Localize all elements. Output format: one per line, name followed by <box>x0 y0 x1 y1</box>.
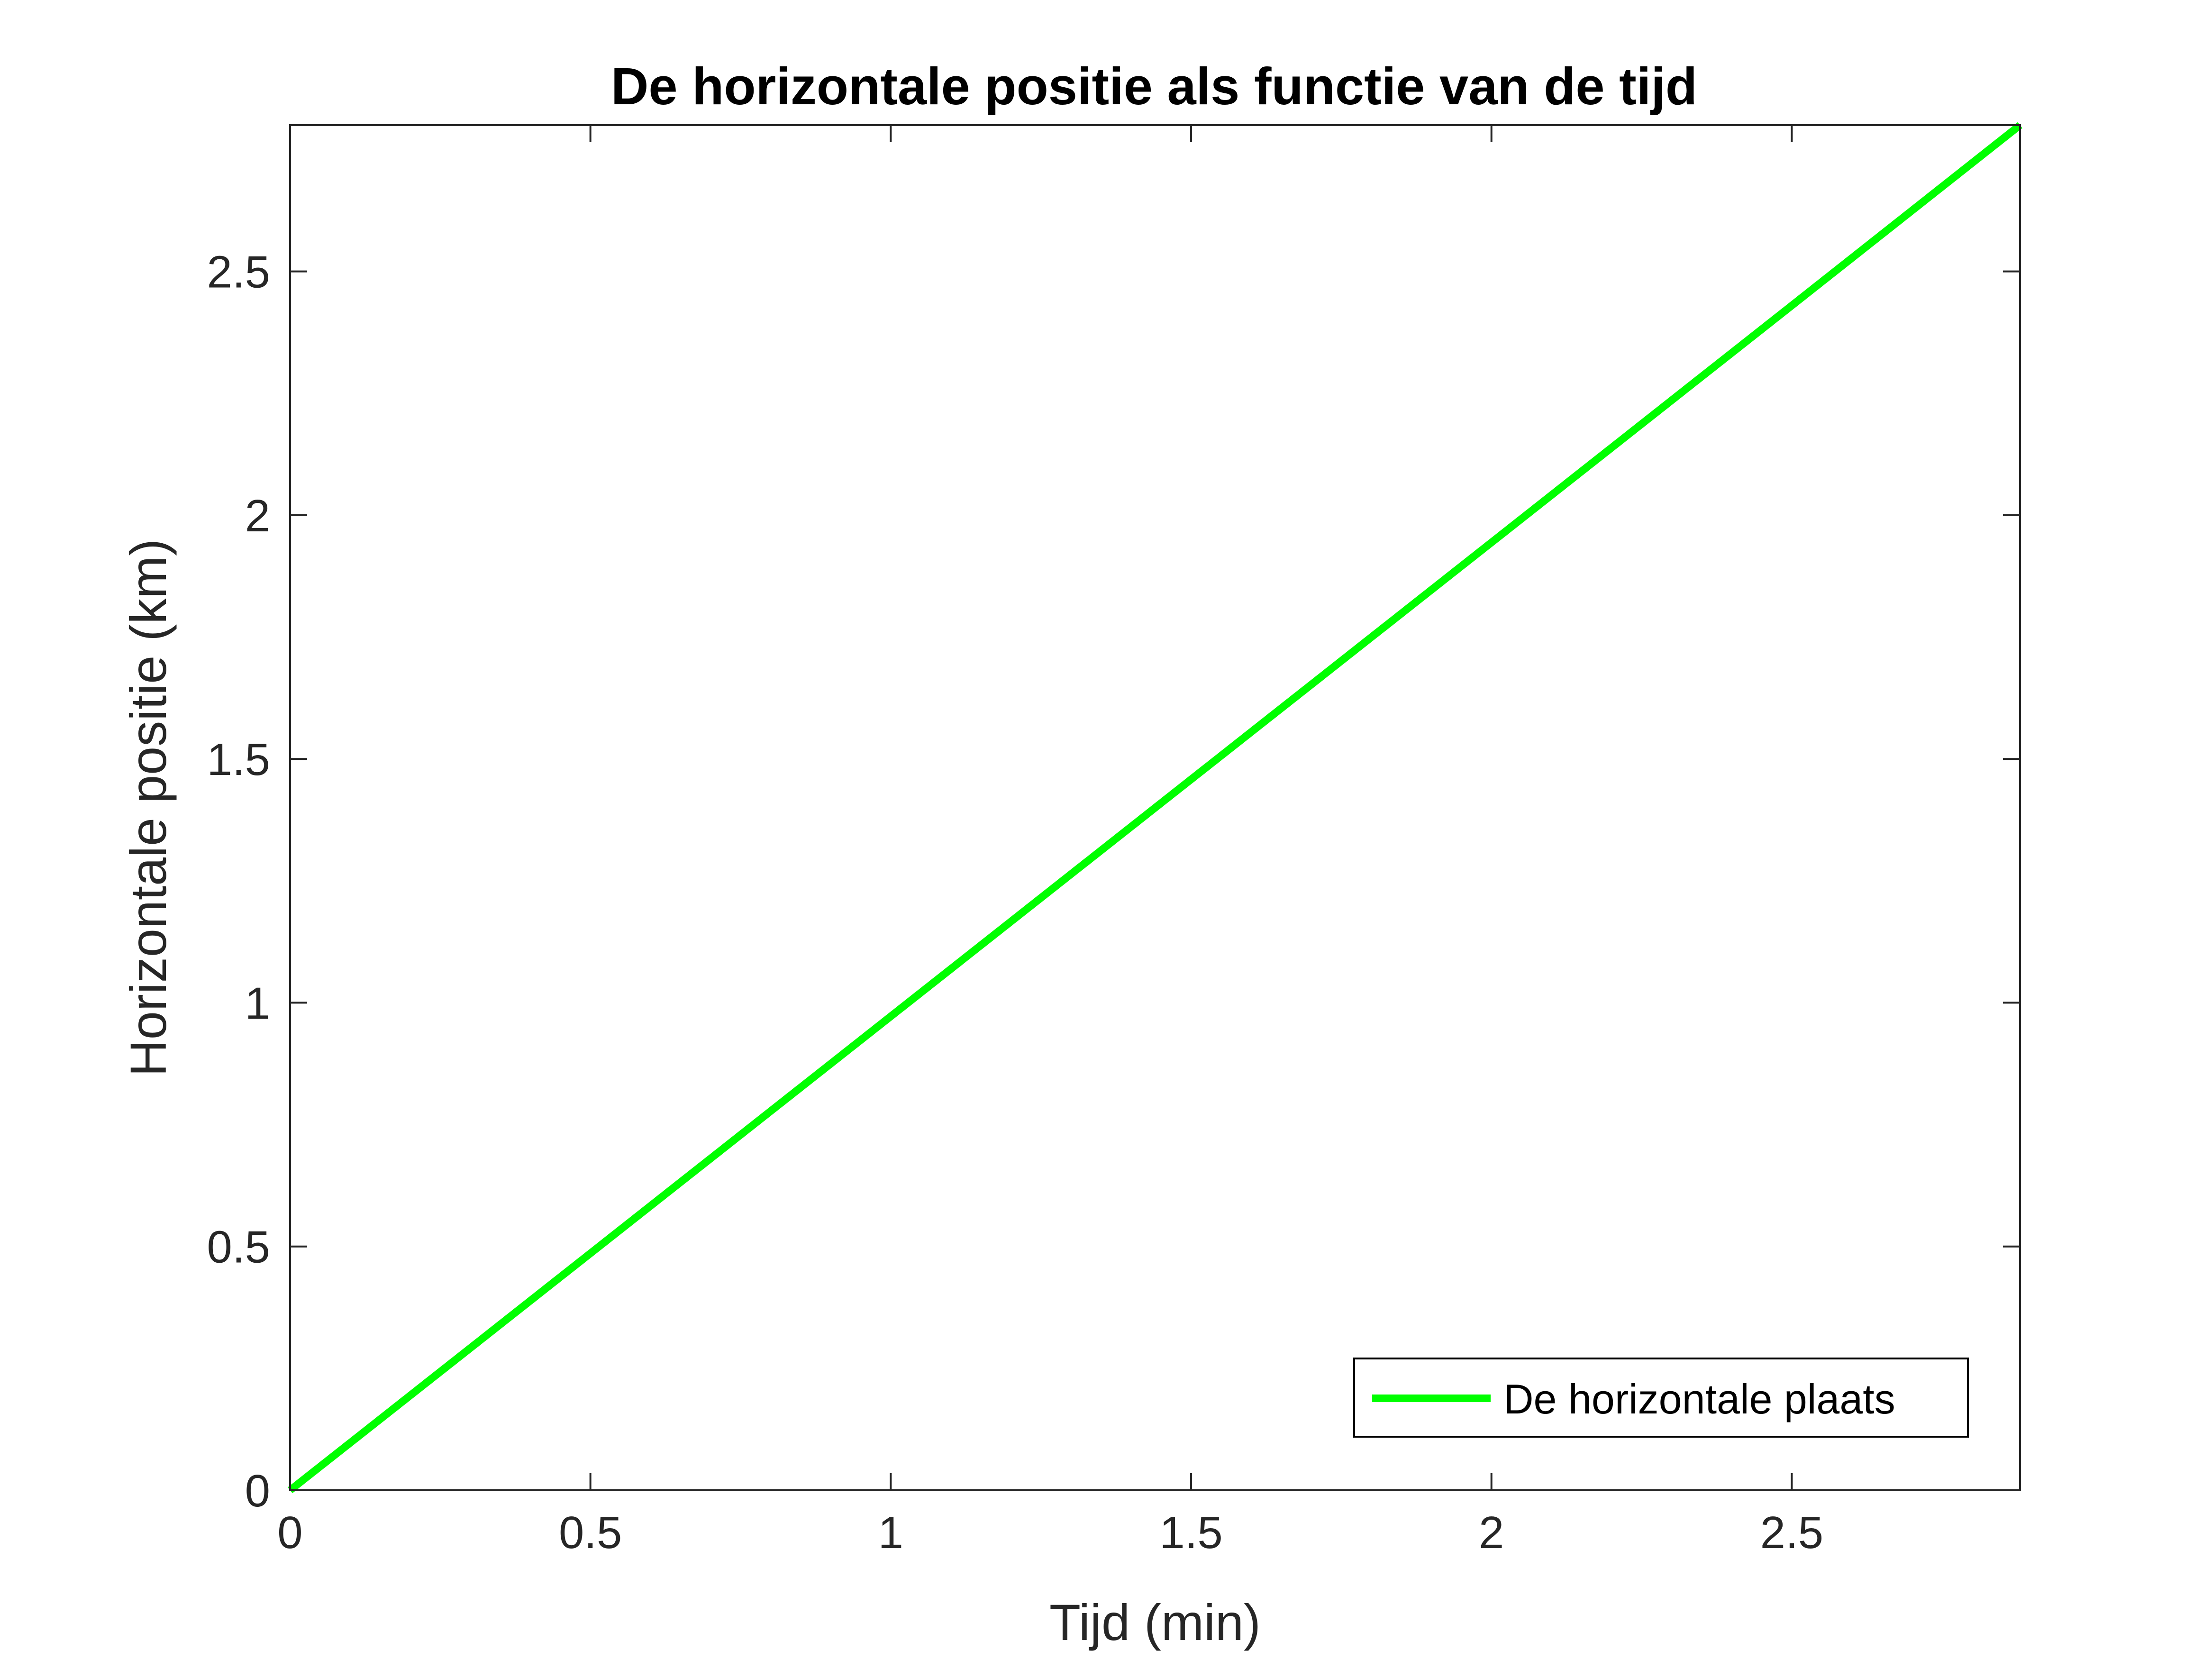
chart-title: De horizontale positie als functie van d… <box>611 57 1697 116</box>
y-axis-tick-labels: 0 0.5 1 1.5 2 2.5 <box>207 247 270 1516</box>
x-tick-label: 1.5 <box>1159 1507 1222 1558</box>
x-axis-tick-labels: 0 0.5 1 1.5 2 2.5 <box>277 1507 1823 1558</box>
y-tick-label: 1.5 <box>207 734 270 785</box>
x-tick-label: 1 <box>878 1507 903 1558</box>
y-tick-label: 1 <box>245 978 270 1029</box>
x-axis-label: Tijd (min) <box>1049 1594 1261 1651</box>
x-tick-label: 0 <box>277 1507 302 1558</box>
x-tick-label: 2.5 <box>1760 1507 1823 1558</box>
x-tick-label: 2 <box>1479 1507 1504 1558</box>
legend: De horizontale plaats <box>1353 1358 1969 1438</box>
y-tick-label: 2 <box>245 491 270 541</box>
legend-label: De horizontale plaats <box>1503 1376 1895 1422</box>
x-tick-label: 0.5 <box>559 1507 622 1558</box>
y-axis-label: Horizontale positie (km) <box>119 539 177 1076</box>
axis-ticks <box>289 125 2020 1491</box>
series-line-horizontale-plaats <box>288 122 2022 1494</box>
axes-box <box>289 124 2021 1491</box>
y-tick-label: 0.5 <box>207 1222 270 1273</box>
y-tick-label: 2.5 <box>207 247 270 298</box>
y-tick-label: 0 <box>245 1466 270 1516</box>
